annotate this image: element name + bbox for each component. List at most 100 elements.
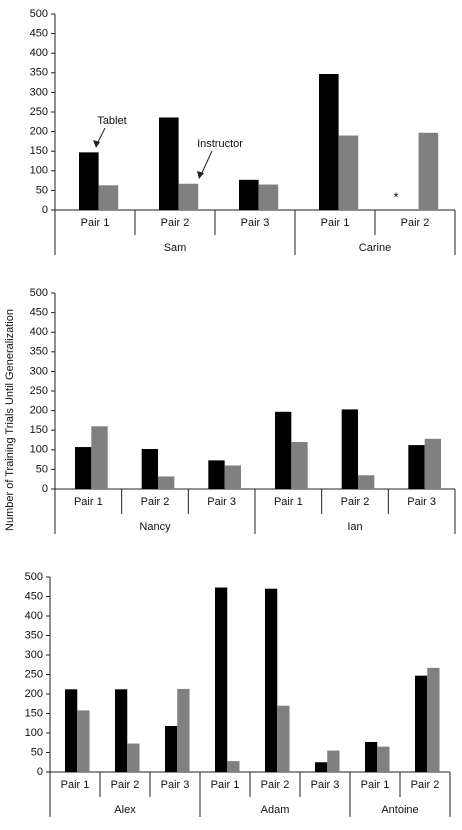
bar (141, 449, 158, 489)
bar (291, 441, 308, 489)
bar (415, 675, 428, 772)
y-tick-label: 350 (25, 629, 43, 641)
x-tick-label: Pair 1 (61, 779, 90, 791)
annotation: Instructor (197, 138, 243, 150)
bar (239, 179, 259, 210)
x-tick-label: Pair 2 (261, 779, 290, 791)
bar (65, 689, 78, 772)
y-tick-label: 150 (25, 707, 43, 719)
x-tick-label: Pair 1 (321, 217, 350, 229)
annotation: * (393, 189, 398, 204)
group-label: Carine (359, 242, 391, 254)
y-tick-label: 350 (30, 346, 48, 358)
y-tick-label: 100 (30, 165, 48, 177)
y-tick-label: 150 (30, 424, 48, 436)
bar (427, 667, 440, 772)
bar (159, 117, 179, 210)
bar (377, 746, 390, 772)
bar (338, 135, 359, 210)
bar (327, 750, 340, 772)
group-label: Ian (347, 521, 362, 533)
bar (77, 710, 90, 772)
y-tick-label: 300 (25, 649, 43, 661)
bar (319, 73, 339, 210)
bar (178, 183, 199, 210)
y-tick-label: 0 (42, 204, 48, 216)
bar (115, 689, 128, 772)
bar (165, 725, 178, 772)
bar (91, 426, 108, 489)
bar (424, 438, 441, 489)
y-tick-label: 200 (30, 405, 48, 417)
x-tick-label: Pair 2 (141, 496, 170, 508)
group-label: Sam (164, 242, 187, 254)
x-tick-label: Pair 3 (161, 779, 190, 791)
x-tick-label: Pair 2 (411, 779, 440, 791)
y-tick-label: 200 (25, 688, 43, 700)
bar (365, 741, 378, 772)
y-tick-label: 450 (30, 307, 48, 319)
bar (75, 447, 92, 489)
y-tick-label: 50 (36, 184, 48, 196)
bar (315, 762, 328, 772)
bar (265, 588, 278, 772)
group-label: Adam (261, 804, 290, 816)
y-tick-label: 500 (30, 287, 48, 299)
y-tick-label: 250 (30, 106, 48, 118)
bar (215, 587, 228, 772)
y-tick-label: 250 (25, 668, 43, 680)
x-tick-label: Pair 1 (361, 779, 390, 791)
y-axis-label: Number of Training Trials Until Generali… (4, 309, 16, 531)
y-tick-label: 450 (30, 28, 48, 40)
x-tick-label: Pair 3 (241, 217, 270, 229)
x-tick-label: Pair 2 (111, 779, 140, 791)
x-tick-label: Pair 3 (311, 779, 340, 791)
y-tick-label: 0 (42, 483, 48, 495)
y-tick-label: 150 (30, 145, 48, 157)
bar (358, 475, 375, 489)
y-tick-label: 50 (36, 463, 48, 475)
arrow-head (93, 140, 100, 148)
annotation: Tablet (97, 115, 126, 127)
y-tick-label: 100 (30, 444, 48, 456)
bar (127, 743, 140, 772)
x-tick-label: Pair 3 (207, 496, 236, 508)
bar (275, 411, 292, 489)
y-tick-label: 300 (30, 365, 48, 377)
bar (177, 688, 190, 772)
arrow-head (197, 171, 204, 179)
group-label: Alex (114, 804, 136, 816)
group-label: Antoine (381, 804, 418, 816)
y-tick-label: 400 (30, 326, 48, 338)
bar (158, 476, 175, 489)
x-tick-label: Pair 2 (341, 496, 370, 508)
y-tick-label: 500 (25, 571, 43, 583)
bar (227, 761, 240, 772)
bar (98, 185, 119, 210)
y-tick-label: 450 (25, 590, 43, 602)
bar (418, 132, 439, 210)
bar (277, 705, 290, 772)
x-tick-label: Pair 1 (74, 496, 103, 508)
y-tick-label: 50 (31, 746, 43, 758)
bar (341, 409, 358, 489)
x-tick-label: Pair 2 (401, 217, 430, 229)
y-tick-label: 400 (30, 47, 48, 59)
x-tick-label: Pair 1 (81, 217, 110, 229)
y-tick-label: 250 (30, 385, 48, 397)
x-tick-label: Pair 3 (407, 496, 436, 508)
x-tick-label: Pair 1 (274, 496, 303, 508)
bar (224, 465, 241, 489)
bar (408, 445, 425, 489)
y-tick-label: 200 (30, 126, 48, 138)
group-label: Nancy (139, 521, 171, 533)
y-tick-label: 300 (30, 86, 48, 98)
y-tick-label: 350 (30, 67, 48, 79)
bar (258, 184, 279, 210)
y-tick-label: 0 (37, 766, 43, 778)
bar (79, 152, 99, 210)
bar (208, 460, 225, 489)
x-tick-label: Pair 2 (161, 217, 190, 229)
y-tick-label: 500 (30, 8, 48, 20)
